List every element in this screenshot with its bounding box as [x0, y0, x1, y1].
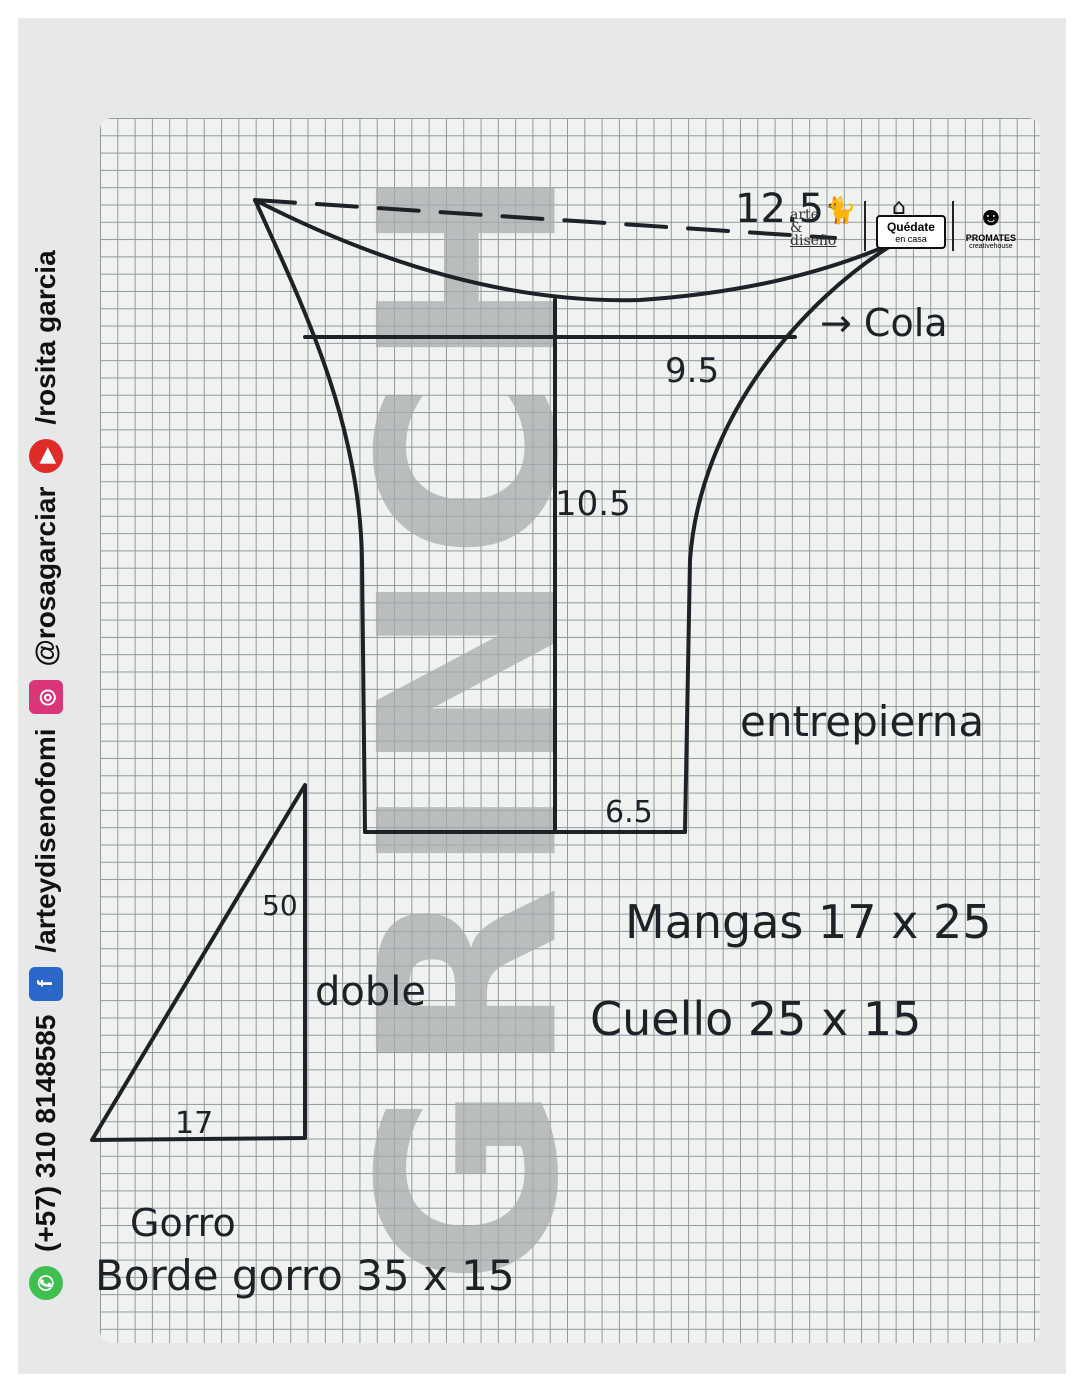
- logo-divider: [864, 201, 866, 251]
- logo-divider: [951, 201, 954, 251]
- top-width-label: 12.5: [735, 186, 824, 232]
- gorro-title: Gorro: [130, 1201, 236, 1245]
- height-label: 10.5: [555, 484, 631, 524]
- arte-logo-line1: arte: [790, 207, 819, 223]
- promates-sub: creativehouse: [969, 243, 1013, 250]
- right-side-line: [683, 238, 902, 834]
- arte-logo-line2: &: [790, 220, 803, 236]
- cat-icon: 🐈: [824, 196, 857, 226]
- quedate-title: Quédate: [886, 220, 935, 234]
- entrepierna-label: entrepierna: [740, 697, 984, 746]
- gorro-height-label: 50: [262, 889, 298, 922]
- graph-paper-grid: [100, 118, 1040, 1343]
- arte-logo-line3: diseño: [790, 233, 837, 249]
- left-side-line: [253, 198, 367, 834]
- monkey-icon: ☻: [977, 201, 1005, 231]
- waist-curve: [253, 198, 902, 303]
- top-dashed-line: [253, 198, 837, 240]
- arte-diseno-logo: arte & diseño 🐈: [790, 195, 858, 257]
- mid-width-label: 9.5: [665, 351, 719, 391]
- gorro-fold-label: doble: [315, 969, 426, 1015]
- cuello-label: Cuello 25 x 15: [590, 992, 921, 1046]
- borde-gorro-label: Borde gorro 35 x 15: [95, 1251, 515, 1300]
- mangas-label: Mangas 17 x 25: [625, 895, 992, 949]
- logos-cluster: arte & diseño 🐈 ⌂ Quédate en casa ☻ PROM…: [790, 190, 1022, 262]
- bottom-width-label: 6.5: [605, 795, 653, 830]
- promates-logo: ☻ PROMATES creativehouse: [960, 195, 1022, 257]
- quedate-sub: en casa: [895, 234, 927, 244]
- promates-title: PROMATES: [965, 233, 1017, 243]
- gorro-base-label: 17: [175, 1106, 213, 1141]
- cola-label: → Cola: [820, 301, 948, 345]
- gorro-triangle: [90, 783, 307, 1142]
- house-icon: ⌂: [891, 195, 906, 220]
- quedate-en-casa-logo: ⌂ Quédate en casa: [872, 195, 946, 257]
